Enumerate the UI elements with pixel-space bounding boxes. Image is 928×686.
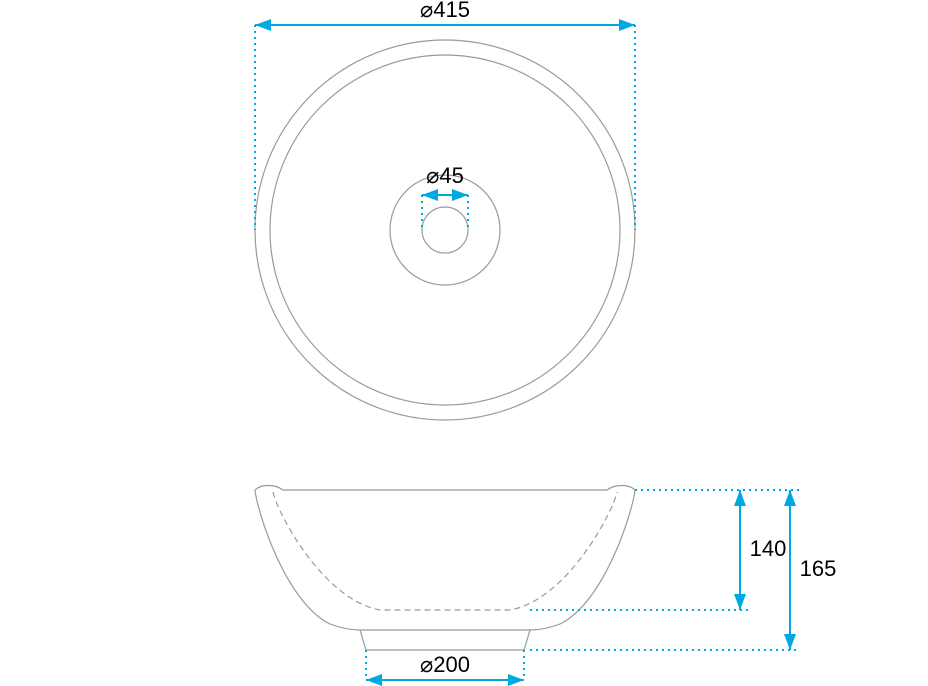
technical-drawing: ⌀45 ⌀415 140 165 — [0, 0, 928, 686]
dim-base: ⌀200 — [366, 650, 524, 686]
top-view: ⌀45 — [255, 40, 635, 420]
dim-top-label: ⌀415 — [420, 0, 470, 22]
center-feature — [390, 175, 500, 285]
dim-base-label: ⌀200 — [420, 652, 470, 677]
side-view — [255, 486, 635, 651]
dim-165-arrow-b — [784, 634, 796, 650]
dim-base-arrow-r — [508, 674, 524, 686]
side-inner — [273, 492, 617, 610]
dim-140-label: 140 — [750, 536, 787, 561]
side-outer — [255, 486, 635, 631]
drain-hole — [422, 207, 468, 253]
dim-drain-label: ⌀45 — [426, 163, 464, 188]
dim-165-label: 165 — [800, 556, 837, 581]
dim-140-arrow-b — [734, 594, 746, 610]
dim-140-arrow-t — [734, 490, 746, 506]
dim-top-arrow-l — [255, 19, 271, 31]
dim-165-arrow-t — [784, 490, 796, 506]
dim-heights: 140 165 — [530, 490, 836, 650]
rim-inner — [270, 55, 620, 405]
dim-top-arrow-r — [619, 19, 635, 31]
dim-base-arrow-l — [366, 674, 382, 686]
rim-outer — [255, 40, 635, 420]
dim-drain-arrow-r — [452, 189, 468, 201]
dim-drain-arrow-l — [422, 189, 438, 201]
dim-drain: ⌀45 — [422, 163, 468, 230]
side-base — [360, 630, 530, 650]
